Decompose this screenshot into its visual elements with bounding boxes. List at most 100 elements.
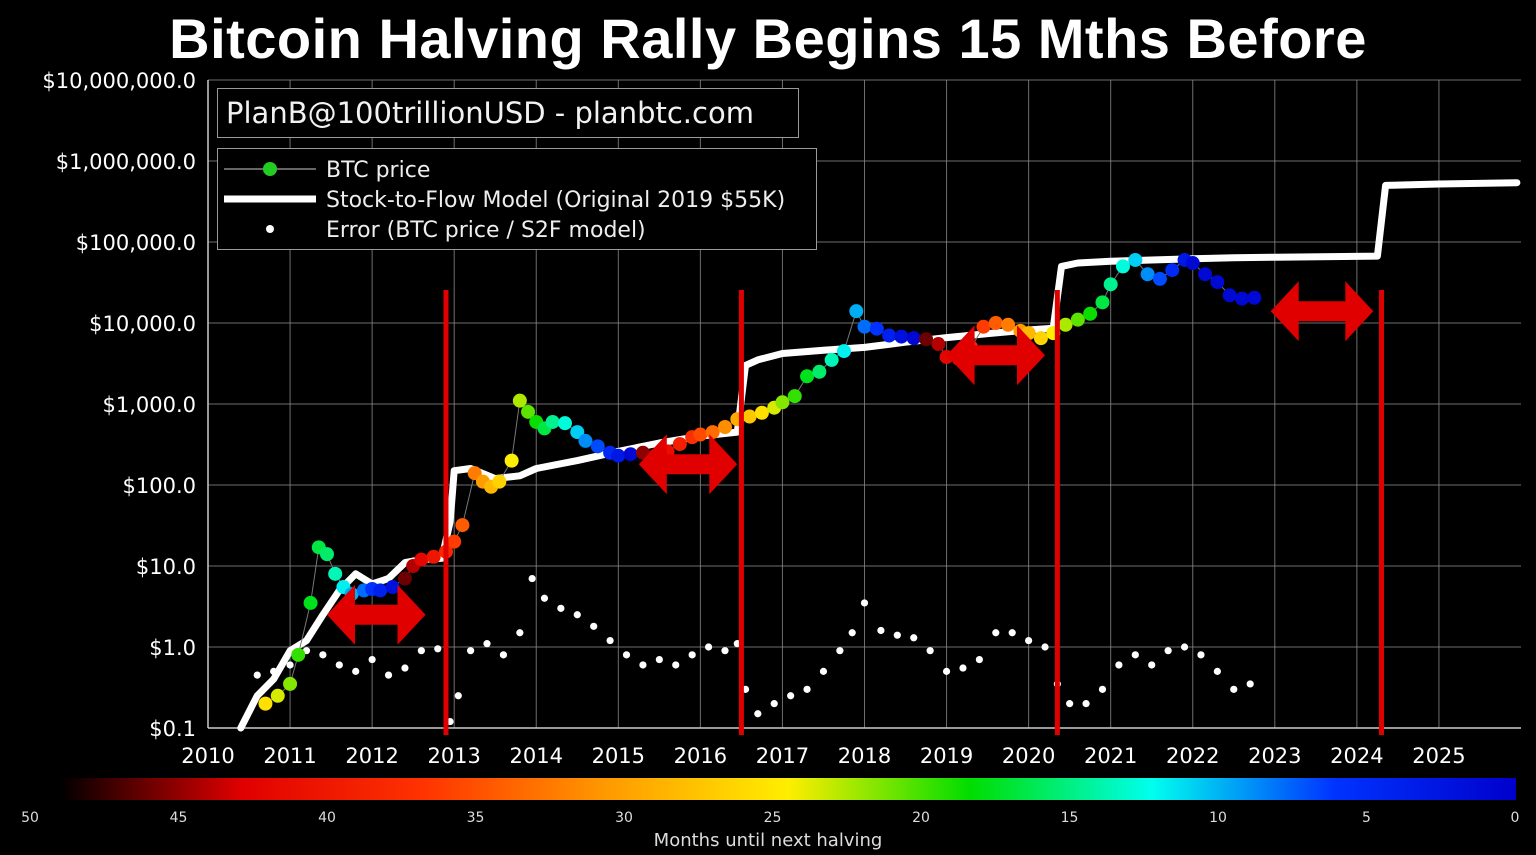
y-tick-label: $1,000.0 (102, 393, 196, 417)
model-series (237, 179, 1521, 732)
error-point (848, 629, 856, 637)
error-point (770, 700, 778, 708)
price-point (1115, 259, 1130, 274)
error-point (483, 640, 491, 648)
colorbar-tick-label: 0 (1510, 810, 1520, 826)
error-point (910, 634, 918, 642)
error-point (893, 631, 901, 639)
price-point (557, 416, 572, 431)
y-tick-label: $100.0 (123, 474, 196, 498)
error-point (499, 651, 508, 659)
price-point (672, 437, 687, 452)
price-point (1210, 275, 1225, 290)
error-point (401, 664, 409, 672)
price-point (800, 369, 815, 384)
price-point (717, 420, 732, 435)
colorbar-tick-label: 10 (1209, 810, 1227, 826)
error-point (1180, 643, 1189, 651)
legend-label-error: Error (BTC price / S2F model) (326, 218, 646, 243)
colorbar-tick-label: 5 (1362, 810, 1371, 826)
axis-labels: 2010 2011 2012 2013 2014 2015 2016 2017 2018 2019… (42, 69, 1465, 768)
legend-item-error: Error (BTC price / S2F model) (218, 214, 816, 244)
colorbar (60, 778, 1516, 800)
price-point (385, 580, 400, 595)
price-point (397, 571, 412, 586)
halving-lines (443, 290, 1384, 735)
error-point (672, 661, 680, 669)
price-point (590, 439, 605, 454)
error-point (467, 647, 475, 655)
price-point (414, 552, 429, 567)
price-point (1103, 277, 1118, 292)
x-tick-label: 2019 (920, 744, 973, 768)
x-tick-label: 2010 (181, 744, 234, 768)
error-point (622, 651, 631, 659)
error-point (1164, 647, 1172, 655)
price-point (1128, 252, 1143, 267)
price-point (258, 696, 273, 711)
error-point (787, 692, 795, 700)
error-point (1230, 685, 1238, 693)
price-point (447, 534, 462, 549)
legend-item-btc-price: BTC price (218, 154, 816, 184)
legend-btc-marker-icon (224, 162, 316, 176)
error-point (877, 626, 885, 635)
double-arrow-icon (327, 584, 426, 645)
price-point (988, 316, 1003, 330)
error-point (704, 643, 713, 651)
error-point (368, 655, 376, 664)
price-point (836, 344, 851, 359)
x-tick-label: 2012 (345, 744, 398, 768)
price-point (545, 414, 560, 429)
price-point (931, 337, 946, 352)
x-tick-label: 2016 (674, 744, 727, 768)
error-point (942, 667, 951, 675)
price-point (270, 688, 285, 703)
error-point (1041, 643, 1049, 651)
legend-error-dot-icon (266, 225, 274, 233)
error-point (1148, 661, 1156, 669)
price-point (1152, 271, 1167, 286)
error-point (606, 636, 614, 645)
colorbar-tick-label: 45 (169, 810, 188, 826)
model-line (237, 179, 1521, 732)
y-tick-label: $10,000,000.0 (42, 69, 196, 93)
error-point (573, 611, 581, 619)
error-point (860, 599, 869, 607)
price-point (578, 433, 593, 448)
x-tick-label: 2025 (1412, 744, 1465, 768)
price-point (742, 409, 757, 424)
price-point (824, 352, 839, 367)
price-point (775, 395, 790, 410)
price-point (291, 647, 306, 662)
error-point (286, 661, 294, 669)
chart-title: Bitcoin Halving Rally Begins 15 Mths Bef… (169, 7, 1367, 70)
price-point (869, 321, 884, 336)
error-point (819, 667, 828, 675)
legend: BTC price Stock-to-Flow Model (Original … (217, 148, 817, 250)
price-point (1185, 256, 1200, 271)
price-point (319, 547, 334, 562)
error-point (454, 692, 462, 700)
legend-item-s2f-model: Stock-to-Flow Model (Original 2019 $55K) (218, 184, 816, 214)
price-point (512, 393, 527, 408)
error-point (803, 685, 811, 693)
error-point (417, 647, 425, 655)
price-point (521, 404, 536, 419)
error-point (1213, 667, 1221, 675)
y-tick-label: $10.0 (136, 555, 196, 579)
x-tick-label: 2024 (1330, 744, 1383, 768)
error-point (1098, 685, 1107, 693)
price-point (812, 364, 827, 379)
price-point (1140, 267, 1155, 282)
error-series (253, 574, 1254, 726)
price-point (849, 304, 864, 319)
error-point (1197, 651, 1205, 659)
price-point (1234, 291, 1249, 306)
price-point (1083, 306, 1098, 321)
error-point (516, 629, 524, 637)
colorbar-tick-label: 35 (466, 810, 485, 826)
y-tick-label: $1,000,000.0 (56, 150, 196, 174)
colorbar-tick-label: 50 (21, 810, 39, 826)
price-point (894, 329, 909, 344)
